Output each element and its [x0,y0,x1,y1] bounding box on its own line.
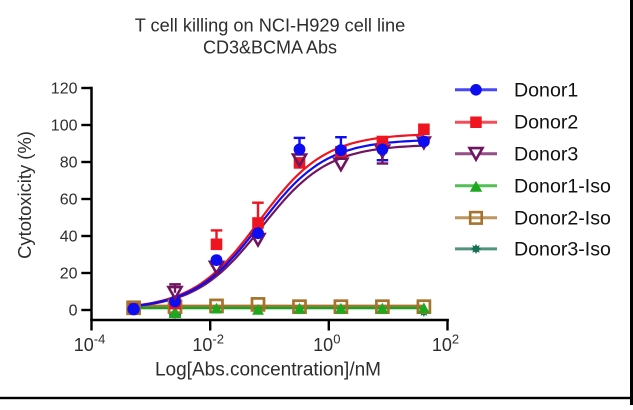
svg-text:Donor3-Iso: Donor3-Iso [514,238,611,260]
svg-text:0: 0 [69,303,78,320]
svg-text:Donor1: Donor1 [514,79,578,101]
svg-text:Donor1-Iso: Donor1-Iso [514,175,611,197]
svg-text:120: 120 [51,81,78,98]
svg-text:60: 60 [60,192,78,209]
svg-text:40: 40 [60,229,78,246]
svg-text:CD3&BCMA Abs: CD3&BCMA Abs [203,38,337,58]
svg-text:Log[Abs.concentration]/nM: Log[Abs.concentration]/nM [155,360,381,381]
svg-text:Donor2-Iso: Donor2-Iso [514,207,611,229]
svg-text:80: 80 [60,155,78,172]
svg-text:100: 100 [51,118,78,135]
svg-text:Donor3: Donor3 [514,143,578,165]
svg-text:Donor2: Donor2 [514,112,578,134]
svg-text:T cell killing on NCI-H929 cel: T cell killing on NCI-H929 cell line [135,16,406,36]
svg-text:Cytotoxicity (%): Cytotoxicity (%) [14,131,35,259]
svg-text:20: 20 [60,266,78,283]
